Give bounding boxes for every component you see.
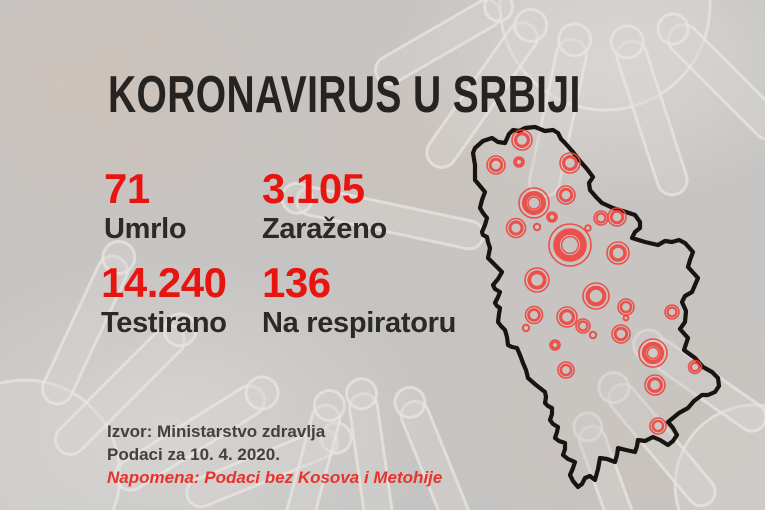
serbia-border-outline xyxy=(470,124,722,490)
kosovo-note-line: Napomena: Podaci bez Kosova i Metohije xyxy=(107,468,443,487)
source-line: Izvor: Ministarstvo zdravlja xyxy=(107,422,326,441)
stat-deaths-value: 71 xyxy=(104,165,150,212)
stat-deaths: 71 Umrlo xyxy=(104,165,187,246)
stat-respirator: 136 Na respiratoru xyxy=(262,260,456,340)
outbreak-hotspot-marker xyxy=(584,224,592,232)
outbreak-hotspot-marker xyxy=(582,282,610,310)
outbreak-hotspot-marker xyxy=(644,374,666,396)
outbreak-hotspot-marker xyxy=(546,211,558,223)
outbreak-hotspot-marker xyxy=(532,222,542,232)
outbreak-hotspot-marker xyxy=(524,267,550,293)
stat-tested-value: 14.240 xyxy=(101,259,227,306)
outbreak-hotspot-marker xyxy=(607,207,627,227)
outbreak-hotspot-marker xyxy=(549,339,561,351)
stat-respirator-label: Na respiratoru xyxy=(262,307,457,339)
serbia-outbreak-map xyxy=(470,124,722,490)
outbreak-hotspot-marker xyxy=(575,318,591,334)
outbreak-hotspot-marker xyxy=(559,152,581,174)
outbreak-hotspot-marker xyxy=(556,306,578,328)
date-line: Podaci za 10. 4. 2020. xyxy=(107,445,280,464)
stat-infected-label: Zaraženo xyxy=(262,213,387,245)
outbreak-hotspot-marker xyxy=(588,330,598,340)
outbreak-hotspot-marker xyxy=(664,304,680,320)
outbreak-hotspot-marker xyxy=(622,314,630,322)
outbreak-hotspot-marker xyxy=(524,305,544,325)
stat-respirator-value: 136 xyxy=(262,259,331,306)
outbreak-hotspot-marker xyxy=(548,223,592,267)
stat-infected: 3.105 Zaraženo xyxy=(262,166,387,246)
outbreak-hotspot-marker xyxy=(556,185,576,205)
outbreak-hotspot-marker xyxy=(513,156,525,168)
outbreak-hotspot-marker xyxy=(518,187,550,219)
outbreak-hotspot-marker xyxy=(687,359,703,375)
stat-infected-value: 3.105 xyxy=(262,165,365,212)
outbreak-hotspot-marker xyxy=(611,324,631,344)
outbreak-hotspot-marker xyxy=(638,338,668,368)
outbreak-hotspot-marker xyxy=(511,129,533,151)
page-title: KORONAVIRUS U SRBIJI xyxy=(108,66,581,124)
outbreak-hotspot-marker xyxy=(557,361,575,379)
outbreak-hotspot-marker xyxy=(486,155,506,175)
outbreak-hotspot-marker xyxy=(505,217,527,239)
outbreak-hotspot-marker xyxy=(606,241,630,265)
stat-deaths-label: Umrlo xyxy=(104,213,187,245)
source-notes: Izvor: Ministarstvo zdravlja Podaci za 1… xyxy=(107,420,442,489)
stat-tested-label: Testirano xyxy=(101,307,227,339)
stat-tested: 14.240 Testirano xyxy=(101,260,227,340)
outbreak-hotspot-marker xyxy=(521,323,531,333)
outbreak-hotspot-marker xyxy=(649,417,667,435)
